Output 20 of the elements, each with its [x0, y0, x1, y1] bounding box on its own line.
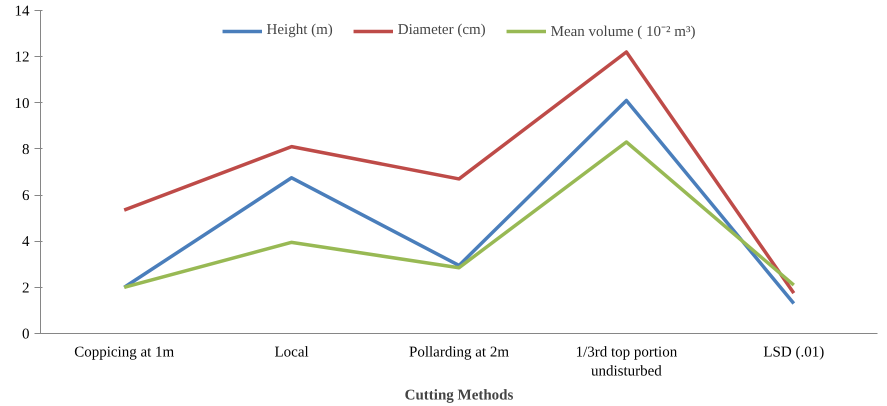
line-series [122, 98, 796, 306]
y-tick-label: 10 [14, 96, 30, 112]
x-tick-label: 1/3rd top portion undisturbed [576, 344, 678, 380]
x-tick-label: Local [274, 344, 309, 360]
legend-label: Mean volume ( 10⁻² m³) [550, 23, 696, 41]
y-tick-label: 4 [22, 234, 30, 250]
x-axis-title: Cutting Methods [404, 388, 514, 404]
y-tick-label: 8 [22, 142, 30, 158]
y-tick-label: 0 [22, 326, 30, 342]
line-series [122, 50, 796, 295]
legend-label: Height (m) [266, 22, 333, 39]
y-tick-label: 2 [22, 280, 30, 296]
y-tick-label: 12 [14, 50, 30, 66]
x-tick-label: Coppicing at 1m [74, 344, 175, 360]
x-tick-label: Pollarding at 2m [409, 344, 510, 360]
line-series [122, 140, 796, 290]
x-tick-label: LSD (.01) [763, 344, 824, 360]
y-tick-label: 6 [22, 188, 30, 204]
y-tick-label: 14 [14, 4, 30, 20]
legend-label: Diameter (cm) [398, 22, 486, 39]
